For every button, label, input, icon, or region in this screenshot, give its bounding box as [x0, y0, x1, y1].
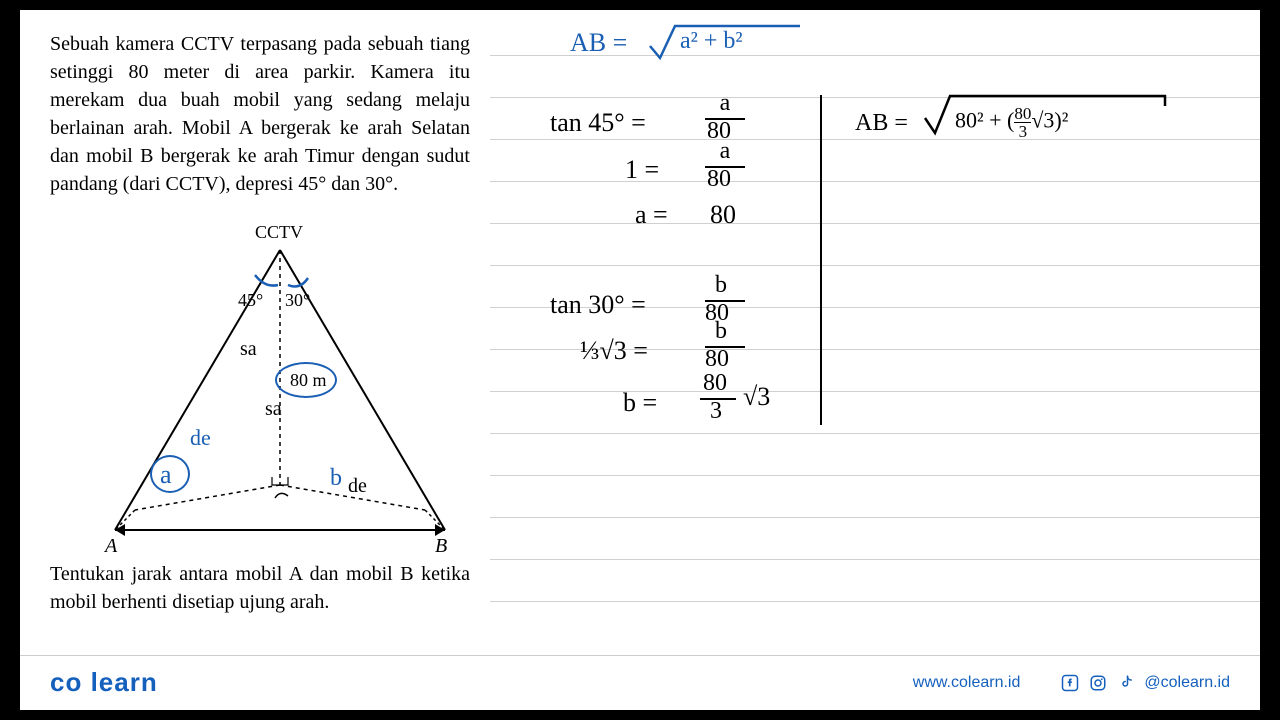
frac-b2-bot: 80 — [705, 346, 729, 373]
frac-a2-bot: 80 — [707, 166, 731, 193]
problem-paragraph-1: Sebuah kamera CCTV terpasang pada sebuah… — [50, 30, 470, 198]
eq-b-result: b = — [623, 388, 657, 418]
brand-logo: co learn — [50, 667, 158, 700]
val-a-result: 80 — [710, 200, 736, 230]
circle-a — [150, 455, 190, 493]
vertical-divider — [820, 95, 822, 425]
val-b-bot: 3 — [710, 398, 722, 425]
frac-a2-top: a — [710, 138, 740, 165]
eq-tan45: tan 45° = — [550, 108, 646, 138]
frac-b2-top: b — [715, 318, 727, 345]
annotation-b: b — [330, 465, 342, 492]
problem-paragraph-2: Tentukan jarak antara mobil A dan mobil … — [50, 560, 470, 616]
circle-80m — [275, 362, 337, 398]
annotation-de-left: de — [190, 425, 211, 451]
val-b-sqrt: √3 — [743, 382, 770, 412]
facebook-icon[interactable] — [1060, 673, 1080, 693]
instagram-icon[interactable] — [1088, 673, 1108, 693]
frac-b-top: b — [715, 272, 727, 299]
footer-url[interactable]: www.colearn.id — [913, 674, 1021, 692]
vertex-a: A — [105, 535, 117, 558]
eq-ab-result-inside: 80² + (803√3)² — [955, 105, 1068, 140]
footer: co learn www.colearn.id @colearn.id — [20, 655, 1260, 710]
brand-co: co — [50, 667, 82, 697]
vertex-b: B — [435, 535, 447, 558]
content-area: Sebuah kamera CCTV terpasang pada sebuah… — [20, 10, 1260, 710]
brand-learn: learn — [91, 667, 158, 697]
tiktok-icon[interactable] — [1116, 673, 1136, 693]
frac-a-top: a — [710, 90, 740, 117]
annotation-de-right: de — [348, 475, 367, 498]
annotation-sa-top: sa — [240, 338, 257, 361]
brand-dot — [82, 668, 90, 698]
annotation-sa-bottom: sa — [265, 398, 282, 421]
eq-one: 1 = — [625, 155, 659, 185]
eq-root3: ⅓√3 = — [580, 336, 648, 366]
eq-a-result: a = — [635, 200, 668, 230]
label-cctv: CCTV — [255, 222, 303, 243]
eq-tan30: tan 30° = — [550, 290, 646, 320]
eq-ab-result-lhs: AB = — [855, 110, 908, 137]
val-b-top: 80 — [703, 370, 727, 397]
social-icons: @colearn.id — [1060, 673, 1230, 693]
eq-ab-inside: a² + b² — [680, 28, 743, 55]
footer-handle[interactable]: @colearn.id — [1144, 674, 1230, 692]
eq-ab-formula: AB = — [570, 28, 627, 58]
triangle-diagram: CCTV 45° 30° 80 m A B sa sa de a b de — [80, 230, 460, 560]
